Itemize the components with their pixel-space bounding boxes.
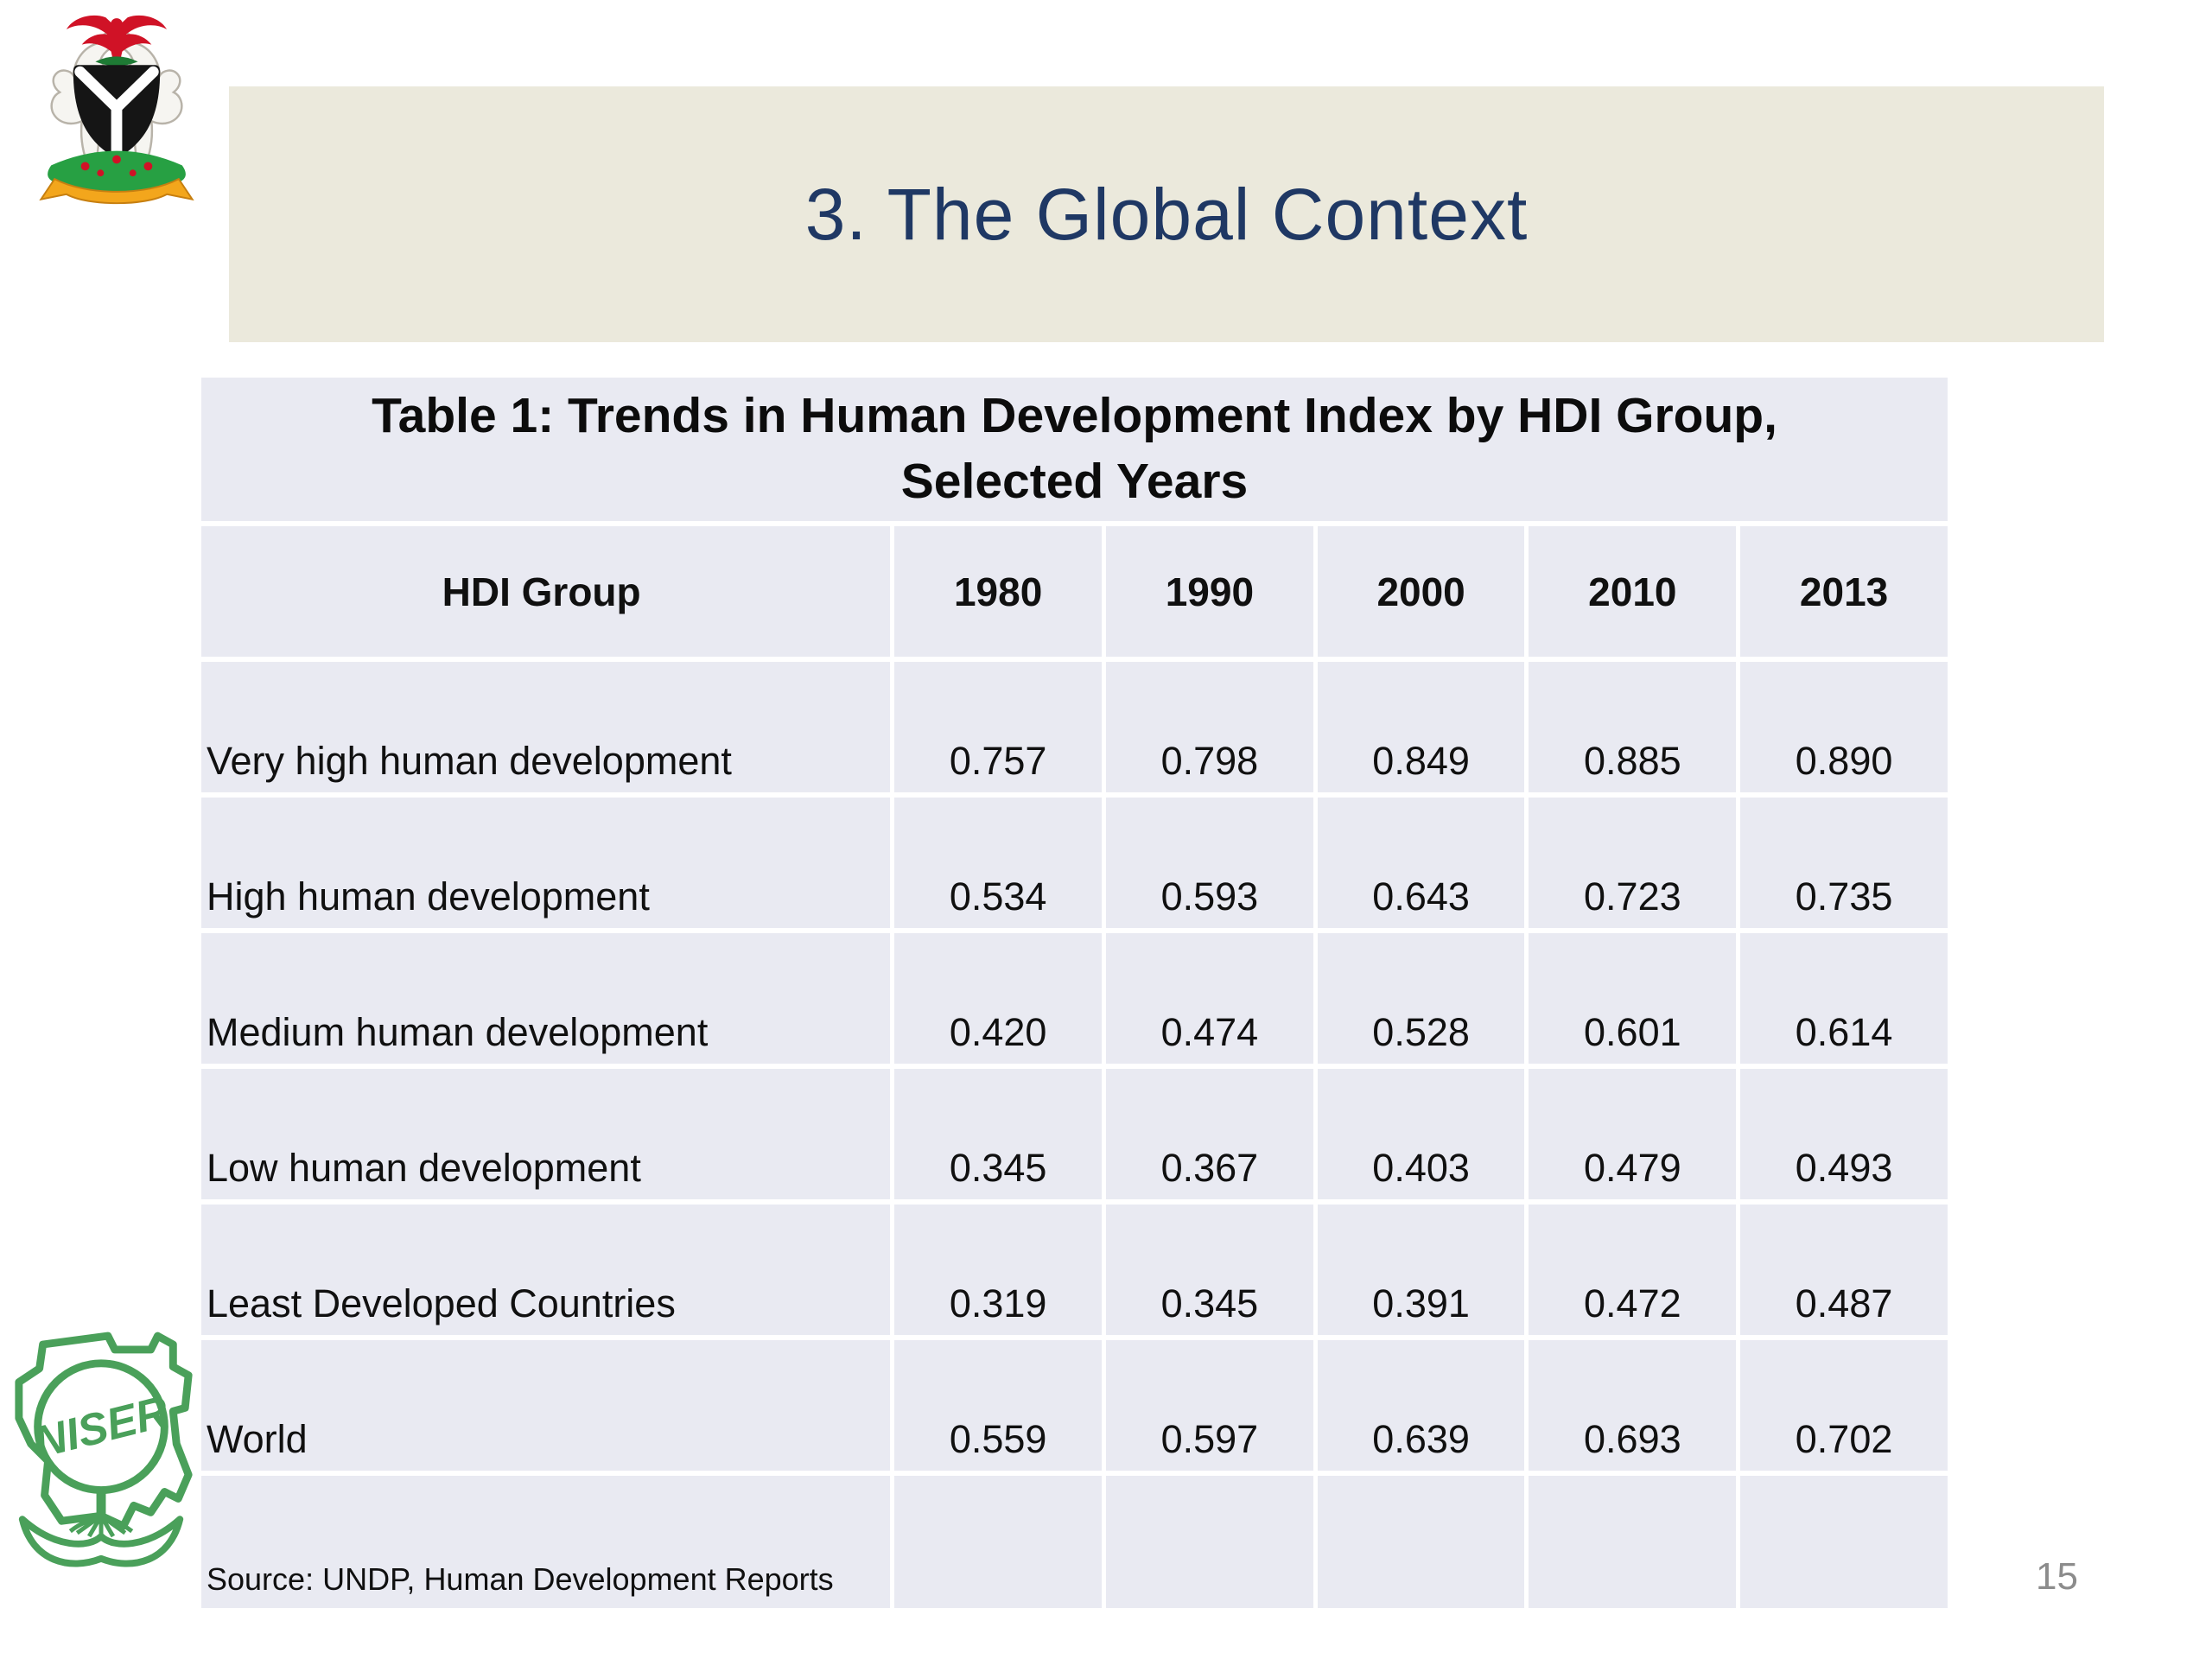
table-row-world: World 0.559 0.597 0.639 0.693 0.702	[201, 1340, 1948, 1476]
table-title-line2: Selected Years	[900, 454, 1249, 509]
title-banner: 3. The Global Context	[229, 86, 2104, 342]
table-cell-value: 0.367	[1102, 1069, 1313, 1199]
niser-book-icon	[18, 1516, 184, 1567]
shield-icon	[73, 65, 161, 160]
table-cell-value: 0.534	[890, 798, 1102, 928]
table-cell-value: 0.639	[1313, 1340, 1525, 1471]
niser-logo: NISER	[15, 1332, 193, 1567]
table-source-row: Source: UNDP, Human Development Reports	[201, 1476, 1948, 1608]
column-header-1990: 1990	[1102, 526, 1313, 657]
table-cell-value: 0.345	[1102, 1205, 1313, 1335]
column-header-2000: 2000	[1313, 526, 1525, 657]
table-cell-value: 0.597	[1102, 1340, 1313, 1471]
table-cell-value: 0.798	[1102, 662, 1313, 792]
table-cell-value: 0.885	[1524, 662, 1736, 792]
table-cell-value: 0.643	[1313, 798, 1525, 928]
table-title: Table 1: Trends in Human Development Ind…	[201, 378, 1948, 526]
table-row-medium: Medium human development 0.420 0.474 0.5…	[201, 933, 1948, 1069]
empty-cell	[1736, 1476, 1948, 1608]
table-cell-value: 0.474	[1102, 933, 1313, 1064]
table-cell-value: 0.403	[1313, 1069, 1525, 1199]
table-row-ldc: Least Developed Countries 0.319 0.345 0.…	[201, 1205, 1948, 1340]
coat-of-arms-logo	[39, 15, 194, 205]
table-cell-value: 0.735	[1736, 798, 1948, 928]
row-label: High human development	[207, 874, 650, 918]
table-cell-value: 0.345	[890, 1069, 1102, 1199]
mound-icon	[48, 150, 186, 193]
page-title: 3. The Global Context	[804, 173, 1529, 255]
table-cell-value: 0.391	[1313, 1205, 1525, 1335]
row-label: Very high human development	[207, 739, 732, 783]
table-cell-value: 0.849	[1313, 662, 1525, 792]
column-header-2010: 2010	[1524, 526, 1736, 657]
table-row-high: High human development 0.534 0.593 0.643…	[201, 798, 1948, 933]
niser-circle	[34, 1359, 168, 1494]
table-title-line1: Table 1: Trends in Human Development Ind…	[372, 388, 1777, 444]
table-cell-value: 0.702	[1736, 1340, 1948, 1471]
table-cell-value: 0.693	[1524, 1340, 1736, 1471]
table-cell-value: 0.757	[890, 662, 1102, 792]
table-cell-value: 0.528	[1313, 933, 1525, 1064]
column-header-1980: 1980	[890, 526, 1102, 657]
table-row-low: Low human development 0.345 0.367 0.403 …	[201, 1069, 1948, 1205]
table-header-row: HDI Group 1980 1990 2000 2010 2013	[201, 526, 1948, 662]
table-cell-value: 0.723	[1524, 798, 1736, 928]
table-cell-value: 0.319	[890, 1205, 1102, 1335]
empty-cell	[890, 1476, 1102, 1608]
empty-cell	[1102, 1476, 1313, 1608]
banner-icon	[39, 177, 194, 205]
empty-cell	[1524, 1476, 1736, 1608]
column-header-2013: 2013	[1736, 526, 1948, 657]
table-cell-value: 0.614	[1736, 933, 1948, 1064]
table-cell-value: 0.472	[1524, 1205, 1736, 1335]
table-cell-value: 0.593	[1102, 798, 1313, 928]
wreath-icon	[95, 56, 138, 67]
table-row-very-high: Very high human development 0.757 0.798 …	[201, 662, 1948, 798]
table-cell-value: 0.493	[1736, 1069, 1948, 1199]
table-cell-value: 0.890	[1736, 662, 1948, 792]
row-label: Least Developed Countries	[207, 1281, 676, 1325]
table-cell-value: 0.601	[1524, 933, 1736, 1064]
hdi-table: Table 1: Trends in Human Development Ind…	[201, 378, 1948, 1608]
row-label: Medium human development	[207, 1010, 709, 1054]
table-source-note: Source: UNDP, Human Development Reports	[207, 1561, 834, 1597]
table-cell-value: 0.559	[890, 1340, 1102, 1471]
column-header-hdi-group: HDI Group	[442, 569, 641, 614]
empty-cell	[1313, 1476, 1525, 1608]
table-cell-value: 0.420	[890, 933, 1102, 1064]
table-cell-value: 0.487	[1736, 1205, 1948, 1335]
row-label: World	[207, 1417, 308, 1461]
table-cell-value: 0.479	[1524, 1069, 1736, 1199]
row-label: Low human development	[207, 1146, 641, 1190]
page-number: 15	[2036, 1555, 2078, 1598]
